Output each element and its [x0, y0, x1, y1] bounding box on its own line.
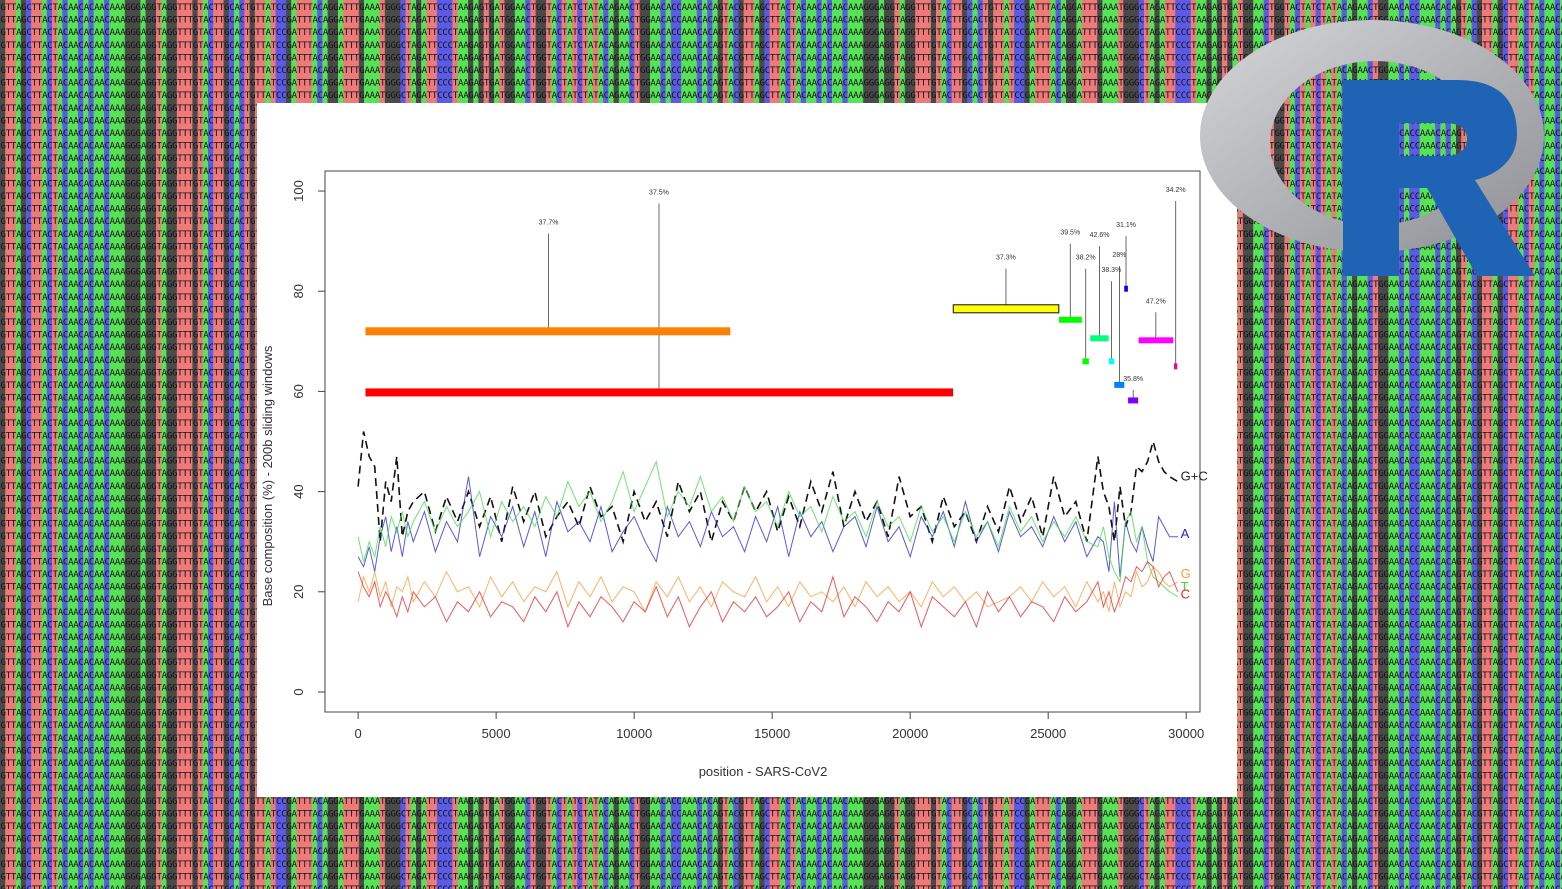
svg-text:GTTAGCTTACTACAACACAACAAAGGGAGG: GTTAGCTTACTACAACACAACAAAGGGAGGTAGGTTTGTA… — [1, 822, 1562, 832]
annotation-label: 35.8% — [1123, 376, 1143, 383]
x-tick-label: 10000 — [616, 726, 652, 741]
svg-text:GTTAGCTTACTACAACACAACAAAGGGAGG: GTTAGCTTACTACAACACAACAAAGGGAGGTAGGTTTGTA… — [1, 860, 1562, 870]
series-line-gplusc — [358, 432, 1178, 542]
svg-text:R: R — [1426, 200, 1433, 211]
series-label: G+C — [1181, 469, 1208, 484]
svg-text:GTTAGCTTACTACAACACAACAAAGGGAGG: GTTAGCTTACTACAACACAACAAAGGGAGGTAGGTTTGTA… — [1, 809, 1562, 819]
gene-bar — [1059, 317, 1082, 323]
y-tick-label: 60 — [291, 384, 306, 398]
series-label: A — [1181, 526, 1190, 541]
r-logo: R — [1195, 8, 1555, 293]
annotation-label: 38.2% — [1076, 255, 1096, 262]
annotation-label: 37.7% — [539, 220, 559, 227]
gene-bar — [1128, 397, 1138, 403]
gene-bar — [1139, 337, 1174, 343]
y-tick-label: 40 — [291, 484, 306, 498]
series-line-c — [358, 562, 1178, 627]
x-tick-label: 30000 — [1168, 726, 1204, 741]
gene-bar — [1109, 358, 1114, 364]
svg-text:GTTAGCTTACTACAACACAACAAAGGGAGG: GTTAGCTTACTACAACACAACAAAGGGAGGTAGGTTTGTA… — [1, 797, 1562, 807]
annotation-label: 31.1% — [1116, 222, 1136, 229]
y-axis-label: Base composition (%) - 200b sliding wind… — [260, 345, 275, 606]
gene-bar — [365, 388, 953, 396]
x-tick-label: 0 — [355, 726, 362, 741]
series-line-a — [358, 477, 1178, 577]
y-tick-label: 100 — [291, 180, 306, 202]
gene-bar — [953, 305, 1058, 313]
annotation-label: 37.3% — [996, 255, 1016, 262]
gene-bar — [1174, 363, 1177, 369]
gene-bar — [1083, 358, 1089, 364]
annotation-label: 38.3% — [1101, 267, 1121, 274]
series-line-g — [358, 567, 1178, 612]
chart-layer: 0 5000 10000 15000 20000 25000 30000 0 20 40 60 80 1… — [291, 171, 1208, 741]
annotation-label: 28% — [1112, 252, 1126, 259]
annotation-label: 42.6% — [1090, 232, 1110, 239]
annotation-label: 34.2% — [1166, 187, 1186, 194]
base-composition-chart: 0 5000 10000 15000 20000 25000 30000 0 20 40 60 80 1… — [257, 103, 1237, 797]
y-tick-label: 20 — [291, 585, 306, 599]
chart-panel: 0 5000 10000 15000 20000 25000 30000 0 20 40 60 80 1… — [257, 103, 1237, 797]
annotation-label: 47.2% — [1146, 298, 1166, 305]
gene-bar — [365, 327, 730, 335]
plot-frame — [325, 171, 1200, 712]
annotation-label: 37.5% — [649, 190, 669, 197]
y-tick-label: 0 — [291, 688, 306, 695]
x-tick-label: 5000 — [482, 726, 511, 741]
svg-text:GTTAGCTTACTACAACACAACAAAGGGAGG: GTTAGCTTACTACAACACAACAAAGGGAGGTAGGTTTGTA… — [1, 872, 1562, 882]
gene-bar — [1124, 286, 1128, 292]
y-tick-label: 80 — [291, 284, 306, 298]
x-tick-label: 25000 — [1030, 726, 1066, 741]
svg-text:GTTAGCTTACTACAACACAACAAAGGGAGG: GTTAGCTTACTACAACACAACAAAGGGAGGTAGGTTTGTA… — [1, 885, 1562, 889]
gene-bar — [1090, 335, 1108, 341]
x-tick-label: 20000 — [892, 726, 928, 741]
svg-text:GTTAGCTTACTACAACACAACAAAGGGAGG: GTTAGCTTACTACAACACAACAAAGGGAGGTAGGTTTGTA… — [1, 847, 1562, 857]
x-axis-label: position - SARS-CoV2 — [699, 764, 828, 779]
svg-text:GTTAGCTTACTACAACACAACAAAGGGAGG: GTTAGCTTACTACAACACAACAAAGGGAGGTAGGTTTGTA… — [1, 835, 1562, 845]
series-label: C — [1181, 586, 1190, 601]
x-tick-label: 15000 — [754, 726, 790, 741]
annotation-label: 39.5% — [1060, 230, 1080, 237]
